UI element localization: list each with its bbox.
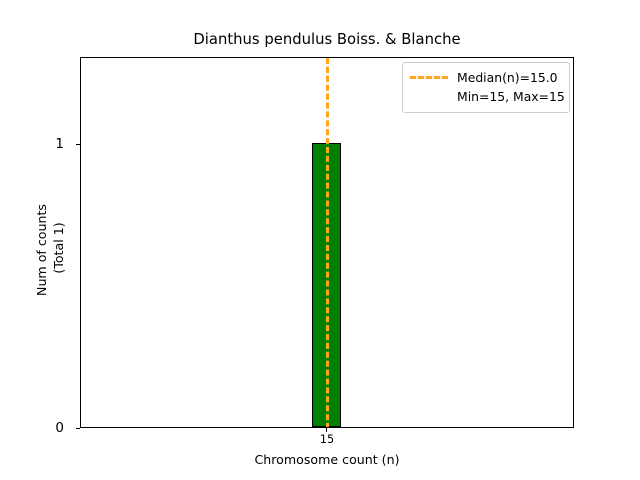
legend-item-median: Median(n)=15.0 — [410, 68, 562, 87]
y-tick-label-1: 1 — [55, 136, 64, 152]
dashed-line-icon — [410, 76, 448, 79]
plot-area — [80, 57, 574, 428]
legend-label-median: Median(n)=15.0 — [457, 70, 558, 85]
x-tick-mark-15 — [326, 428, 328, 432]
y-tick-mark-0 — [76, 427, 80, 429]
y-tick-label-0: 0 — [55, 420, 64, 436]
legend-label-minmax: Min=15, Max=15 — [457, 89, 565, 104]
legend: Median(n)=15.0 Min=15, Max=15 — [402, 62, 570, 113]
median-line-overlay — [326, 58, 329, 427]
x-tick-label-15: 15 — [319, 433, 335, 446]
chart-title: Dianthus pendulus Boiss. & Blanche — [193, 31, 461, 48]
y-tick-mark-1 — [76, 143, 80, 145]
legend-item-minmax: Min=15, Max=15 — [410, 87, 565, 106]
x-axis-label: Chromosome count (n) — [254, 452, 400, 467]
